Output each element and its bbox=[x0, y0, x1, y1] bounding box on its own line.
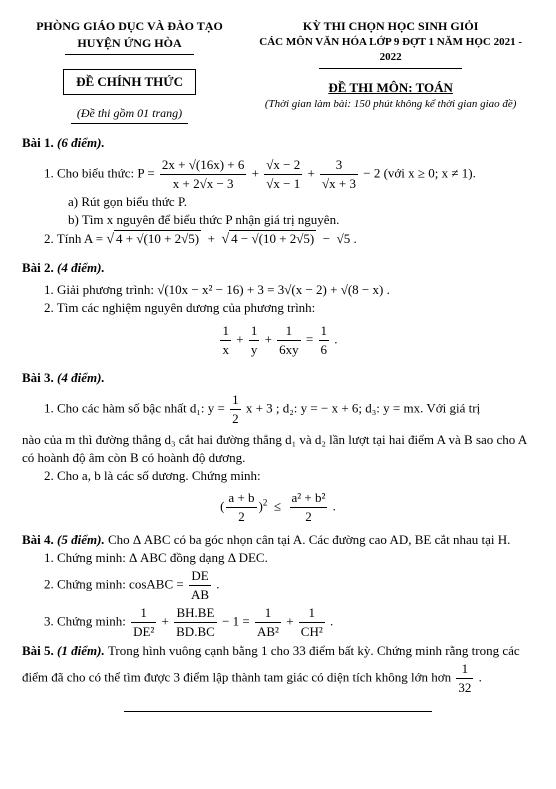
pages-note: (Đề thi gồm 01 trang) bbox=[71, 105, 188, 124]
bai4-item3: 3. Chứng minh: 1DE² + BH.BEBD.BC − 1 = 1… bbox=[44, 604, 534, 641]
half-den: 2 bbox=[230, 410, 241, 428]
bai5-title: Bài 5. bbox=[22, 643, 54, 658]
sqrt-icon: √ bbox=[106, 232, 114, 247]
bai3-ineq: (a + b2)2 ≤ a² + b²2 . bbox=[22, 489, 534, 526]
bai1-r3: √5 bbox=[337, 231, 351, 246]
bai1-b: b) Tìm x nguyên để biểu thức P nhận giá … bbox=[68, 211, 534, 229]
bai2-item2: 2. Tìm các nghiệm nguyên dương của phươn… bbox=[44, 299, 534, 317]
bai-4: Bài 4. (5 điểm). Cho Δ ABC có ba góc nhọ… bbox=[22, 531, 534, 642]
exam-header: PHÒNG GIÁO DỤC VÀ ĐÀO TẠO HUYỆN ỨNG HÒA … bbox=[22, 18, 534, 124]
t2d: BD.BC bbox=[174, 623, 217, 641]
c2-den: AB bbox=[189, 586, 211, 604]
frac-2-den: √x − 1 bbox=[264, 175, 302, 193]
bai3-1b: x + 3 ; d₂: y = − x + 6; d₃: y = mx. Với… bbox=[246, 401, 480, 416]
bai3-item1: 1. Cho các hàm số bậc nhất d₁: y = 12 x … bbox=[44, 391, 534, 428]
f-den: 6xy bbox=[277, 341, 301, 359]
rp-den: 2 bbox=[290, 508, 328, 526]
bai4-points: (5 điểm). bbox=[57, 532, 105, 547]
f-num: 1 bbox=[249, 322, 260, 341]
f-den: x bbox=[220, 341, 231, 359]
frac-3-den: √x + 3 bbox=[320, 175, 358, 193]
frac-1-num: 2x + √(16x) + 6 bbox=[160, 156, 246, 175]
footer-rule bbox=[124, 711, 431, 712]
bai-3: Bài 3. (4 điểm). 1. Cho các hàm số bậc n… bbox=[22, 369, 534, 527]
bai1-a: a) Rút gọn biểu thức P. bbox=[68, 193, 534, 211]
frac-1: 2x + √(16x) + 6 x + 2√x − 3 bbox=[160, 156, 246, 193]
dept-line2: HUYỆN ỨNG HÒA bbox=[22, 35, 237, 52]
bai2-item1-pre: 1. Giải phương trình: bbox=[44, 282, 154, 297]
subject-title: ĐỀ THI MÔN: TOÁN bbox=[328, 80, 453, 95]
bai3-title: Bài 3. bbox=[22, 370, 54, 385]
b5-num: 1 bbox=[456, 660, 473, 679]
t2n: BH.BE bbox=[174, 604, 217, 623]
bai1-r1: 4 + √(10 + 2√5) bbox=[114, 230, 201, 246]
frac-3: 3 √x + 3 bbox=[320, 156, 358, 193]
bai-2: Bài 2. (4 điểm). 1. Giải phương trình: √… bbox=[22, 259, 534, 359]
bai-5: Bài 5. (1 điểm). Trong hình vuông cạnh b… bbox=[22, 642, 534, 698]
bai1-item2-pre: 2. Tính A = bbox=[44, 231, 103, 246]
official-box: ĐỀ CHÍNH THỨC bbox=[63, 69, 196, 95]
frac-2-num: √x − 2 bbox=[264, 156, 302, 175]
bai3-1a: 1. Cho các hàm số bậc nhất d₁: y = bbox=[44, 401, 225, 416]
bai1-r2: 4 − √(10 + 2√5) bbox=[229, 230, 316, 246]
time-note: (Thời gian làm bài: 150 phút không kể th… bbox=[247, 97, 534, 112]
bai-1: Bài 1. (6 điểm). 1. Cho biểu thức: P = 2… bbox=[22, 134, 534, 250]
bai2-points: (4 điểm). bbox=[57, 260, 105, 275]
header-right: KỲ THI CHỌN HỌC SINH GIỎI CÁC MÔN VĂN HÓ… bbox=[247, 18, 534, 124]
bai4-intro: Cho Δ ABC có ba góc nhọn cân tại A. Các … bbox=[108, 532, 510, 547]
bai3-points: (4 điểm). bbox=[57, 370, 105, 385]
bai1-item1: 1. Cho biểu thức: P = 2x + √(16x) + 6 x … bbox=[44, 156, 534, 193]
bai4-mid: − 1 = bbox=[222, 614, 250, 629]
frac-1-den: x + 2√x − 3 bbox=[160, 175, 246, 193]
t4n: 1 bbox=[299, 604, 325, 623]
rp-num: a² + b² bbox=[290, 489, 328, 508]
t3d: AB² bbox=[255, 623, 281, 641]
f-den: 6 bbox=[319, 341, 330, 359]
bai4-item2: 2. Chứng minh: cosABC = DEAB . bbox=[44, 567, 534, 604]
dept-line1: PHÒNG GIÁO DỤC VÀ ĐÀO TẠO bbox=[22, 18, 237, 35]
f-den: y bbox=[249, 341, 260, 359]
bai1-item2: 2. Tính A = √4 + √(10 + 2√5) + √4 − √(10… bbox=[44, 230, 534, 250]
bai2-item1: 1. Giải phương trình: √(10x − x² − 16) +… bbox=[44, 281, 534, 299]
bai3-1c: nào của m thì đường thẳng d₃ cắt hai đườ… bbox=[22, 431, 534, 467]
f-num: 1 bbox=[319, 322, 330, 341]
t3n: 1 bbox=[255, 604, 281, 623]
lp-num: a + b bbox=[226, 489, 256, 508]
lp-den: 2 bbox=[226, 508, 256, 526]
bai1-item1-post: − 2 (với x ≥ 0; x ≠ 1). bbox=[363, 165, 476, 180]
bai2-title: Bài 2. bbox=[22, 260, 54, 275]
frac-3-num: 3 bbox=[320, 156, 358, 175]
bai4-item1: 1. Chứng minh: Δ ABC đồng dạng Δ DEC. bbox=[44, 549, 534, 567]
bai3-item2: 2. Cho a, b là các số dương. Chứng minh: bbox=[44, 467, 534, 485]
b5-den: 32 bbox=[456, 679, 473, 697]
bai2-eq1: √(10x − x² − 16) + 3 = 3√(x − 2) + √(8 −… bbox=[157, 282, 390, 297]
bai1-title: Bài 1. bbox=[22, 135, 54, 150]
bai4-item2-pre: 2. Chứng minh: cosABC = bbox=[44, 577, 184, 592]
subtitle-underline bbox=[319, 68, 462, 69]
exam-title: KỲ THI CHỌN HỌC SINH GIỎI bbox=[247, 18, 534, 35]
f-num: 1 bbox=[220, 322, 231, 341]
bai2-eq: 1x + 1y + 16xy = 16 . bbox=[22, 322, 534, 359]
t1n: 1 bbox=[131, 604, 156, 623]
t1d: DE² bbox=[131, 623, 156, 641]
bai1-points: (6 điểm). bbox=[57, 135, 105, 150]
exam-subtitle: CÁC MÔN VĂN HÓA LỚP 9 ĐỢT 1 NĂM HỌC 2021… bbox=[247, 35, 534, 66]
frac-2: √x − 2 √x − 1 bbox=[264, 156, 302, 193]
header-left: PHÒNG GIÁO DỤC VÀ ĐÀO TẠO HUYỆN ỨNG HÒA … bbox=[22, 18, 237, 124]
bai4-title: Bài 4. bbox=[22, 532, 54, 547]
c2-num: DE bbox=[189, 567, 211, 586]
half-num: 1 bbox=[230, 391, 241, 410]
dept-underline bbox=[65, 54, 194, 55]
t4d: CH² bbox=[299, 623, 325, 641]
bai4-item3-pre: 3. Chứng minh: bbox=[44, 614, 126, 629]
bai1-item1-pre: 1. Cho biểu thức: P = bbox=[44, 165, 155, 180]
bai5-points: (1 điểm). bbox=[57, 643, 105, 658]
bai5-frac: 1 32 bbox=[456, 660, 473, 697]
f-num: 1 bbox=[277, 322, 301, 341]
